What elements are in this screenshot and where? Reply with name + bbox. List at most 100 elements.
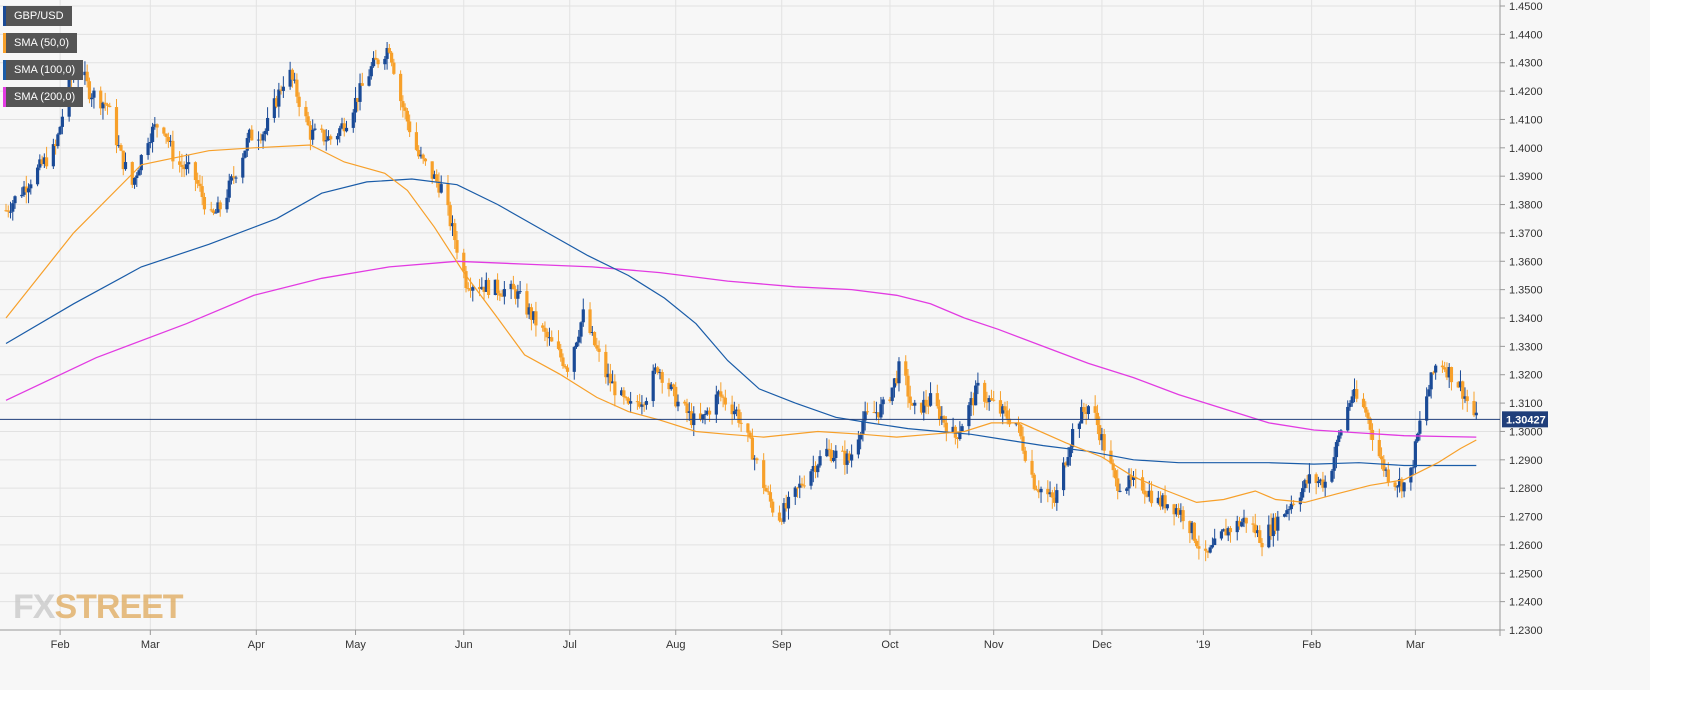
candle-up	[579, 322, 583, 337]
candle-down	[762, 460, 766, 488]
candle-up	[1226, 528, 1230, 536]
candle-down	[1181, 510, 1185, 522]
candle-down	[764, 487, 768, 492]
candle-up	[1427, 389, 1431, 397]
candle-down	[888, 399, 892, 402]
candle-down	[800, 483, 804, 486]
candle-down	[827, 448, 831, 450]
candle-down	[719, 391, 723, 397]
x-tick-label: Feb	[1302, 639, 1321, 651]
candle-down	[356, 97, 360, 102]
candle-down	[563, 366, 567, 368]
candle-up	[450, 223, 455, 227]
candle-up	[234, 177, 238, 179]
candle-down	[1364, 407, 1368, 413]
candle-up	[1346, 406, 1350, 431]
candle-up	[811, 465, 815, 472]
candle-up	[261, 134, 265, 141]
candle-up	[358, 83, 362, 102]
candle-down	[626, 398, 630, 404]
candle-up	[974, 385, 978, 406]
x-tick-label: May	[345, 639, 366, 651]
candle-up	[1161, 495, 1165, 507]
candle-up	[51, 144, 55, 167]
candle-down	[1431, 372, 1436, 374]
candle-up	[1071, 428, 1075, 448]
candle-up	[1323, 481, 1327, 488]
candle-down	[1163, 495, 1167, 509]
candle-down	[387, 47, 391, 53]
y-tick-label: 1.3000	[1509, 426, 1543, 438]
y-tick-label: 1.2400	[1509, 597, 1543, 609]
candle-down	[1393, 482, 1397, 487]
candle-up	[1287, 509, 1291, 511]
candle-up	[1319, 479, 1323, 482]
candle-up	[439, 184, 443, 193]
candle-down	[565, 367, 570, 372]
candle-down	[1456, 382, 1460, 388]
candle-up	[1330, 470, 1334, 482]
candle-down	[1032, 474, 1036, 490]
candle-up	[338, 128, 342, 136]
candle-down	[1064, 462, 1068, 466]
candle-up	[547, 337, 552, 339]
axes: 1.4500 1.4400 1.4300 1.4200 1.4100 1.4000 1.39…	[0, 0, 1543, 651]
candle-down	[780, 520, 784, 522]
candle-up	[1303, 480, 1307, 489]
sma-100-line	[5, 178, 1477, 467]
candle-down	[1030, 460, 1034, 475]
candle-down	[448, 205, 452, 227]
candle-up	[793, 487, 797, 497]
candle-down	[1195, 540, 1199, 547]
candle-down	[275, 98, 279, 107]
y-tick-label: 1.2500	[1509, 568, 1543, 580]
candle-down	[545, 331, 549, 338]
candle-up	[809, 471, 813, 486]
candle-up	[265, 117, 270, 131]
candle-down	[989, 398, 994, 400]
candle-down	[1251, 523, 1255, 525]
y-tick-label: 1.4000	[1509, 143, 1543, 155]
candle-down	[232, 176, 236, 178]
candle-down	[829, 449, 833, 462]
candle-up	[786, 496, 791, 509]
candle-up	[484, 279, 488, 292]
candle-down	[468, 288, 473, 291]
y-tick-label: 1.3800	[1509, 200, 1543, 212]
candle-up	[798, 483, 802, 488]
y-tick-label: 1.4200	[1509, 86, 1543, 98]
candle-down	[1321, 479, 1325, 488]
candle-down	[777, 512, 782, 521]
candle-up	[831, 457, 836, 462]
candle-up	[245, 138, 249, 151]
candle-up	[1068, 447, 1072, 458]
candle-down	[290, 69, 294, 80]
candle-down	[403, 107, 407, 111]
legend-label: SMA (50,0)	[14, 37, 70, 49]
y-tick-label: 1.3200	[1509, 370, 1543, 382]
candle-down	[1177, 508, 1181, 515]
candle-up	[502, 289, 506, 297]
candle-up	[20, 194, 24, 197]
candle-up	[969, 398, 973, 406]
candle-up	[1289, 503, 1293, 510]
candle-up	[640, 404, 644, 407]
candle-up	[1174, 508, 1178, 515]
candle-up	[150, 126, 155, 143]
candle-up	[1447, 367, 1451, 378]
candle-up	[1131, 477, 1136, 480]
candle-down	[423, 158, 428, 162]
candle-up	[1276, 516, 1280, 531]
candle-down	[1368, 418, 1372, 430]
candle-up	[845, 453, 849, 465]
candle-down	[906, 375, 910, 397]
x-tick-label: Nov	[984, 639, 1004, 651]
candle-up	[153, 124, 157, 127]
candle-down	[877, 412, 881, 418]
x-tick-label: Dec	[1092, 639, 1112, 651]
candle-down	[1445, 369, 1449, 378]
candle-up	[83, 71, 87, 76]
candle-down	[1007, 418, 1012, 425]
legend-swatch	[3, 6, 6, 26]
